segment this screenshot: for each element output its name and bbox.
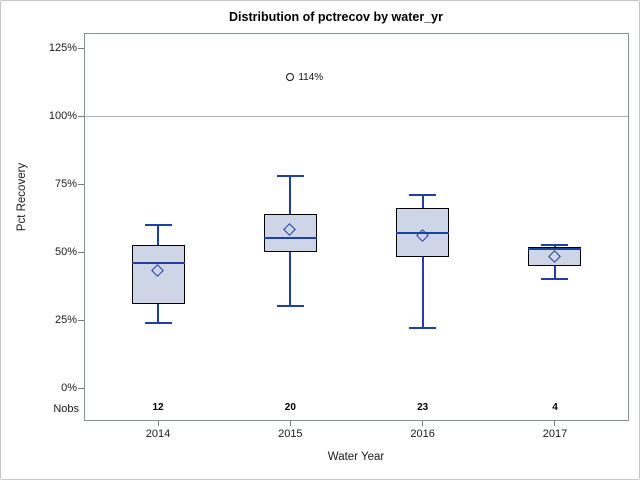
y-tick-mark (78, 252, 84, 253)
x-axis-title: Water Year (327, 451, 385, 463)
reference-line (85, 116, 628, 117)
whisker-lower-cap (276, 305, 304, 308)
plot-area (84, 33, 629, 421)
y-tick-label: 50% (54, 246, 77, 258)
y-tick-label: 100% (48, 110, 77, 122)
whisker-lower-stem (553, 265, 556, 280)
whisker-lower-cap (541, 278, 569, 281)
whisker-upper-stem (289, 175, 292, 214)
y-tick-label: 25% (54, 314, 77, 326)
whisker-upper-cap (276, 174, 304, 177)
whisker-lower-cap (144, 321, 172, 324)
nobs-row-label: Nobs (53, 403, 79, 415)
median-line (263, 237, 317, 240)
outlier-label: 114% (298, 71, 324, 83)
outlier-marker-circle (285, 73, 294, 82)
x-tick-label: 2014 (145, 428, 171, 440)
y-tick-label: 125% (48, 42, 77, 54)
y-tick-mark (78, 388, 84, 389)
y-tick-mark (78, 184, 84, 185)
x-tick-label: 2015 (278, 428, 303, 440)
median-line (396, 231, 450, 234)
whisker-lower-stem (421, 257, 424, 329)
nobs-value: 23 (417, 402, 429, 413)
x-tick-mark (157, 421, 159, 426)
y-tick-mark (78, 48, 84, 49)
y-tick-label: 0% (61, 382, 77, 394)
whisker-upper-cap (541, 244, 569, 247)
box (131, 245, 185, 304)
whisker-upper-stem (421, 194, 424, 209)
chart-title: Distribution of pctrecov by water_yr (229, 10, 443, 24)
y-tick-mark (78, 320, 84, 321)
x-tick-mark (422, 421, 424, 426)
whisker-upper-cap (409, 193, 437, 196)
median-line (131, 261, 185, 264)
x-tick-label: 2016 (410, 428, 435, 440)
box (528, 246, 582, 266)
whisker-upper-cap (144, 223, 172, 226)
whisker-lower-stem (289, 252, 292, 307)
median-line (528, 248, 582, 251)
nobs-value: 4 (552, 402, 558, 413)
whisker-upper-stem (157, 224, 159, 246)
x-tick-mark (554, 421, 556, 426)
y-tick-mark (78, 116, 84, 117)
y-tick-label: 75% (54, 178, 77, 190)
nobs-value: 12 (152, 402, 164, 413)
y-axis-title: Pct Recovery (16, 162, 28, 232)
nobs-value: 20 (284, 402, 296, 413)
box (263, 213, 317, 252)
x-tick-label: 2017 (542, 428, 568, 440)
x-tick-mark (289, 421, 291, 426)
whisker-lower-cap (409, 327, 437, 330)
whisker-lower-stem (157, 303, 159, 323)
